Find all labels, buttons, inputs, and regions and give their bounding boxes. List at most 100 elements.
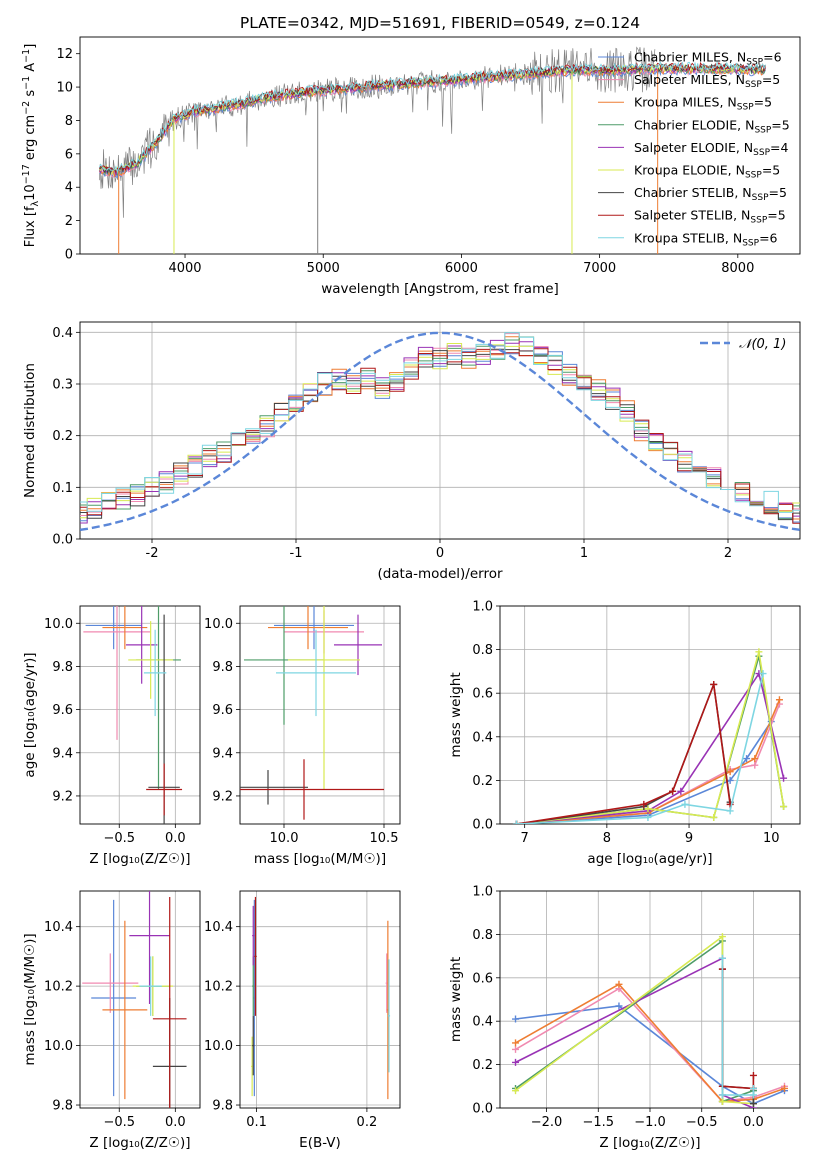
axes-mass_vs_Z: −0.5 0.0 9.8 10.0 10.2 10.4 Z [log₁₀(Z/Z☉)] mas… bbox=[22, 890, 201, 1151]
errorbars bbox=[83, 606, 183, 824]
weight-marker-salpeter-elodie bbox=[780, 774, 788, 782]
weight-marker-kroupa-stelib bbox=[726, 807, 734, 815]
y-tick-label: 8 bbox=[65, 114, 73, 129]
y-tick-label: 0.6 bbox=[472, 687, 493, 702]
x-tick-label: -2 bbox=[146, 546, 159, 561]
axes-weight_vs_age: 7 8 9 10 0.0 0.2 0.4 0.6 0.8 1.0 age [log₁₀(age/yr… bbox=[448, 600, 801, 867]
y-tick-label: 0.2 bbox=[472, 774, 493, 789]
y-tick-label: 0.0 bbox=[52, 533, 73, 548]
weight-marker-chabrier-stelib bbox=[749, 1100, 757, 1108]
y-tick-label: 0.4 bbox=[52, 326, 73, 341]
axes-frame bbox=[79, 321, 801, 540]
weight-marker-kroupa-stelib bbox=[759, 670, 767, 678]
x-tick-label: 0.1 bbox=[246, 1115, 267, 1130]
histogram-chabrier-elodie bbox=[80, 336, 800, 520]
y-tick-label: 9.4 bbox=[52, 746, 73, 761]
x-axis-label: Z [log₁₀(Z/Z☉)] bbox=[599, 1135, 700, 1151]
x-tick-label: −1.0 bbox=[634, 1115, 666, 1130]
legend-label-sub: SSP bbox=[754, 125, 771, 135]
legend-label-text: Salpeter ELODIE, N bbox=[634, 140, 753, 155]
weight-marker-salpeter-stelib bbox=[749, 1071, 757, 1079]
y-tick-label: 10.2 bbox=[44, 980, 73, 995]
y-tick-label: 0.2 bbox=[52, 429, 73, 444]
y-tick-label: 9.6 bbox=[212, 703, 233, 718]
legend-label-text: Salpeter MILES, N bbox=[634, 72, 745, 87]
legend-label-normal: 𝒩(0, 1) bbox=[739, 337, 786, 352]
legend-label-text: Kroupa STELIB, N bbox=[634, 230, 742, 245]
legend-label-text: =5 bbox=[762, 72, 780, 87]
x-tick-label: 6000 bbox=[445, 261, 478, 276]
weight-marker-kroupa-stelib bbox=[749, 1091, 757, 1099]
x-tick-label: 0.2 bbox=[357, 1115, 378, 1130]
weight-marker-salpeter-stelib bbox=[669, 787, 677, 795]
x-tick-label: 7000 bbox=[583, 261, 616, 276]
y-tick-label: 10.2 bbox=[204, 980, 233, 995]
histogram-chabrier-stelib bbox=[80, 348, 800, 521]
legend-label-salpeter-stelib: Salpeter STELIB, NSSP=5 bbox=[634, 208, 786, 226]
weight-marker-kroupa-elodie bbox=[512, 1087, 520, 1095]
weight-line-salpeter-stelib bbox=[721, 969, 755, 1090]
legend-label-text: =5 bbox=[754, 95, 772, 110]
weight-marker-salpeter-elodie bbox=[677, 787, 685, 795]
histogram-kroupa-miles bbox=[80, 336, 800, 520]
y-tick-label: 10.0 bbox=[44, 1039, 73, 1054]
legend-label-text: Chabrier STELIB, N bbox=[634, 185, 752, 200]
weight-lines bbox=[512, 933, 788, 1108]
y-axis-label: mass weight bbox=[448, 957, 464, 1042]
x-axis-label: (data-model)/error bbox=[377, 566, 503, 582]
axes-frame bbox=[79, 890, 201, 1109]
legend-label-sub: SSP bbox=[750, 216, 767, 226]
x-tick-label: 1 bbox=[580, 546, 588, 561]
histogram-kroupa-elodie bbox=[80, 343, 800, 519]
weight-marker-kroupa-elodie bbox=[644, 805, 652, 813]
legend-label-sub: SSP bbox=[742, 238, 759, 248]
legend-label-kroupa-stelib: Kroupa STELIB, NSSP=6 bbox=[634, 230, 778, 248]
x-axis-label: mass [log₁₀(M/M☉)] bbox=[254, 851, 386, 867]
y-tick-label: 9.8 bbox=[212, 1099, 233, 1114]
weight-line-salpeter-elodie bbox=[515, 957, 754, 1108]
x-tick-label: 7 bbox=[521, 831, 529, 846]
figure-title: PLATE=0342, MJD=51691, FIBERID=0549, z=0… bbox=[240, 14, 640, 32]
x-tick-label: 8000 bbox=[721, 261, 754, 276]
y-tick-label: 10.4 bbox=[204, 920, 233, 935]
y-tick-label: 10 bbox=[56, 81, 73, 96]
y-tick-label: 0.1 bbox=[52, 481, 73, 496]
histogram-salpeter-stelib bbox=[80, 348, 800, 524]
legend-label-text: Kroupa ELODIE, N bbox=[634, 163, 745, 178]
x-tick-label: 10 bbox=[763, 831, 780, 846]
legend-label-text: Chabrier ELODIE, N bbox=[634, 117, 754, 132]
weight-line-chabrier-stelib bbox=[516, 681, 731, 824]
y-tick-label: 9.4 bbox=[212, 746, 233, 761]
x-tick-label: −1.5 bbox=[582, 1115, 614, 1130]
y-axis-label-part: −17 bbox=[21, 164, 32, 184]
x-tick-label: 10.0 bbox=[270, 831, 299, 846]
weight-marker-kroupa-miles bbox=[780, 1084, 788, 1092]
y-axis-label: mass weight bbox=[448, 672, 464, 757]
errorbars bbox=[240, 606, 384, 820]
legend-label-sub: SSP bbox=[753, 148, 770, 158]
weight-marker-salpeter-miles bbox=[751, 761, 759, 769]
normal-curve bbox=[80, 331, 800, 532]
x-tick-label: −0.5 bbox=[103, 1115, 135, 1130]
weight-line-kroupa-stelib bbox=[516, 673, 764, 824]
y-tick-label: 10.0 bbox=[204, 617, 233, 632]
weight-marker-chabrier-miles bbox=[615, 1002, 623, 1010]
y-axis-label-part: 10 bbox=[23, 184, 38, 201]
legend-label-text: =6 bbox=[763, 50, 781, 65]
x-tick-label: 5000 bbox=[307, 261, 340, 276]
histogram-salpeter-miles bbox=[80, 333, 800, 516]
legend-label-text: Salpeter STELIB, N bbox=[634, 208, 750, 223]
y-tick-label: 0.0 bbox=[472, 818, 493, 833]
y-axis-label: Flux [fλ10−17 erg cm−2 s−1 A−1] bbox=[21, 44, 41, 248]
y-tick-label: 9.8 bbox=[52, 660, 73, 675]
axes-frame bbox=[499, 605, 801, 825]
y-tick-label: 0.8 bbox=[472, 928, 493, 943]
legend-label-chabrier-elodie: Chabrier ELODIE, NSSP=5 bbox=[634, 117, 790, 135]
y-tick-label: 9.2 bbox=[212, 789, 233, 804]
x-axis-label: Z [log₁₀(Z/Z☉)] bbox=[89, 1135, 190, 1151]
x-tick-label: 4000 bbox=[168, 261, 201, 276]
weight-marker-salpeter-stelib bbox=[640, 800, 648, 808]
x-tick-label: −0.5 bbox=[686, 1115, 718, 1130]
